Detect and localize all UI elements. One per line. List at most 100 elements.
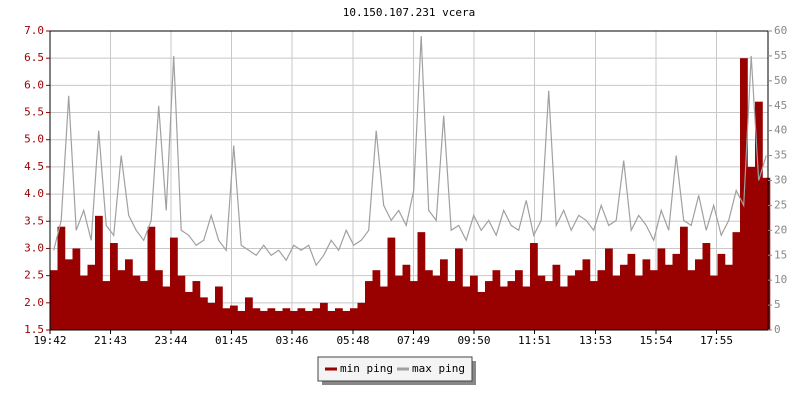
min-bar	[327, 310, 336, 330]
y-tick-label: 4.5	[24, 160, 44, 173]
min-bar	[110, 243, 118, 330]
min-bar	[695, 259, 703, 330]
min-bar	[380, 286, 388, 330]
min-bar	[192, 281, 201, 330]
min-bar	[95, 215, 103, 330]
min-bar	[470, 275, 478, 330]
min-bar	[747, 166, 756, 330]
min-bar	[102, 281, 111, 330]
y2-tick-label: 15	[774, 248, 787, 261]
min-bar	[485, 281, 493, 330]
min-bar	[447, 281, 456, 330]
y2-tick-label: 45	[774, 99, 787, 112]
y2-tick-label: 10	[774, 273, 787, 286]
min-bar	[612, 275, 621, 330]
min-bar	[755, 101, 763, 330]
x-tick-label: 15:54	[639, 334, 672, 347]
min-bar	[162, 286, 171, 330]
y2-tick-label: 55	[774, 49, 787, 62]
y-tick-label: 6.0	[24, 78, 44, 91]
x-tick-label: 13:53	[579, 334, 612, 347]
y-tick-label: 1.5	[24, 323, 44, 336]
x-tick-label: 17:55	[700, 334, 733, 347]
min-bar	[387, 237, 396, 330]
min-bar	[80, 275, 88, 330]
min-bar	[575, 270, 583, 330]
x-tick-label: 05:48	[336, 334, 369, 347]
min-bar	[402, 264, 411, 330]
min-bar	[657, 248, 666, 330]
min-bar	[672, 253, 681, 330]
legend-label: max ping	[412, 362, 465, 375]
min-bar	[312, 308, 321, 330]
min-bar	[732, 232, 741, 330]
min-bar	[537, 275, 546, 330]
min-bar	[597, 270, 606, 330]
y-tick-label: 2.5	[24, 269, 44, 282]
x-tick-label: 07:49	[397, 334, 430, 347]
min-bar	[552, 264, 561, 330]
min-bar	[455, 248, 463, 330]
min-bar	[582, 259, 591, 330]
min-bar	[417, 232, 426, 330]
min-bar	[72, 248, 81, 330]
min-bar	[605, 248, 613, 330]
min-bar	[282, 308, 291, 330]
min-bar	[185, 291, 193, 330]
min-bar	[530, 243, 538, 330]
y2-tick-label: 5	[774, 298, 781, 311]
y2-tick-label: 60	[774, 24, 787, 37]
min-bar	[50, 270, 58, 330]
min-bar	[125, 259, 133, 330]
min-bar	[642, 259, 651, 330]
min-bar	[260, 310, 268, 330]
x-tick-label: 09:50	[457, 334, 490, 347]
y-tick-label: 3.5	[24, 214, 44, 227]
min-bar	[687, 270, 696, 330]
min-bar	[567, 275, 576, 330]
y-tick-label: 5.0	[24, 133, 44, 146]
min-bar	[230, 305, 238, 330]
y-tick-label: 2.0	[24, 296, 44, 309]
x-tick-label: 21:43	[94, 334, 127, 347]
min-bar	[200, 297, 208, 330]
min-bar	[350, 308, 358, 330]
min-bar	[207, 302, 216, 330]
min-bar	[395, 275, 403, 330]
min-bar	[717, 253, 726, 330]
min-bar	[620, 264, 628, 330]
min-bar	[140, 281, 148, 330]
y2-tick-label: 30	[774, 174, 787, 187]
min-bar	[432, 275, 441, 330]
y-tick-label: 7.0	[24, 24, 44, 37]
y-tick-label: 3.0	[24, 241, 44, 254]
min-bar	[507, 281, 516, 330]
min-bar	[440, 259, 448, 330]
min-bar	[365, 281, 373, 330]
min-bar	[725, 264, 733, 330]
min-bar	[147, 226, 156, 330]
min-bar	[500, 286, 508, 330]
y2-tick-label: 25	[774, 198, 787, 211]
x-tick-label: 11:51	[518, 334, 551, 347]
x-tick-label: 19:42	[33, 334, 66, 347]
y-tick-label: 6.5	[24, 51, 44, 64]
min-bar	[290, 310, 298, 330]
min-bar	[320, 302, 328, 330]
y2-tick-label: 35	[774, 149, 787, 162]
min-bar	[65, 259, 73, 330]
min-bar	[155, 270, 163, 330]
max-line	[53, 35, 767, 267]
min-bar	[515, 270, 523, 330]
min-bar	[372, 270, 381, 330]
min-bar	[665, 264, 673, 330]
min-bar	[177, 275, 186, 330]
y2-tick-label: 50	[774, 74, 787, 87]
min-bar	[215, 286, 223, 330]
min-bar	[702, 243, 711, 330]
min-bar	[275, 310, 283, 330]
min-bar	[87, 264, 96, 330]
min-bar	[335, 308, 343, 330]
min-bar	[245, 297, 253, 330]
